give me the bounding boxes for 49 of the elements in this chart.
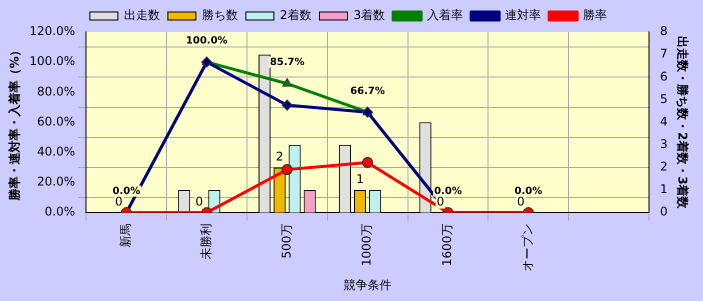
- data-label: 0: [195, 194, 204, 209]
- x-tick-label: 未勝利: [198, 224, 213, 260]
- x-tick-label: 500万: [279, 224, 294, 259]
- legend-label: 出走数: [124, 8, 160, 22]
- data-label: 0.0%: [112, 186, 140, 198]
- data-label: 85.7%: [270, 57, 305, 68]
- x-axis-title: 競争条件: [344, 278, 392, 292]
- y-tick-label: 100.0%: [29, 54, 76, 68]
- data-label: 2: [276, 150, 284, 164]
- point: [282, 100, 293, 111]
- y2-tick-label: 1: [660, 182, 668, 196]
- data-label: 0: [436, 194, 444, 209]
- x-tick-label: 1600万: [440, 224, 454, 266]
- legend-label: 2着数: [280, 8, 312, 22]
- data-label: 0: [517, 194, 525, 209]
- x-tick-label: オープン: [520, 224, 534, 272]
- y2-tick-label: 0: [660, 204, 668, 219]
- point: [362, 156, 374, 168]
- y2-tick-label: 2: [660, 160, 668, 174]
- point: [282, 78, 292, 87]
- y-tick-label: 120.0%: [29, 24, 76, 38]
- legend-label: 連対率: [505, 8, 542, 22]
- legend-label: 勝ち数: [202, 8, 238, 22]
- y2-tick-label: 4: [660, 114, 668, 128]
- y2-tick-label: 6: [660, 69, 668, 84]
- y-axis-title: 勝率・連対率・入着率（%）: [7, 44, 22, 202]
- data-label: 0.0%: [434, 186, 462, 198]
- x-tick-label: 新馬: [118, 224, 132, 248]
- x-tick-label: 1000万: [360, 224, 374, 266]
- legend-label: 入着率: [427, 8, 464, 22]
- y2-tick-label: 3: [660, 137, 668, 151]
- y2-tick-label: 5: [660, 92, 668, 106]
- point: [362, 106, 374, 118]
- data-label: 100.0%: [186, 36, 228, 47]
- point: [201, 56, 212, 68]
- data-label: 1: [356, 172, 364, 186]
- data-label: 0.0%: [514, 186, 542, 198]
- data-label: 66.7%: [350, 86, 385, 97]
- y2-tick-label: 7: [660, 46, 668, 61]
- y-tick-label: 80.0%: [37, 84, 76, 98]
- legend-label: 勝率: [583, 8, 608, 22]
- y-tick-label: 40.0%: [37, 144, 76, 159]
- y-tick-label: 60.0%: [37, 114, 76, 128]
- legend-label: 3着数: [354, 8, 386, 22]
- y2-tick-label: 8: [660, 24, 668, 38]
- y-tick-label: 0.0%: [44, 204, 76, 219]
- y2-axis-title: 出走数・勝ち数・2着数・3着数: [676, 36, 690, 210]
- y-tick-label: 20.0%: [37, 174, 76, 189]
- data-label: 0: [115, 194, 123, 209]
